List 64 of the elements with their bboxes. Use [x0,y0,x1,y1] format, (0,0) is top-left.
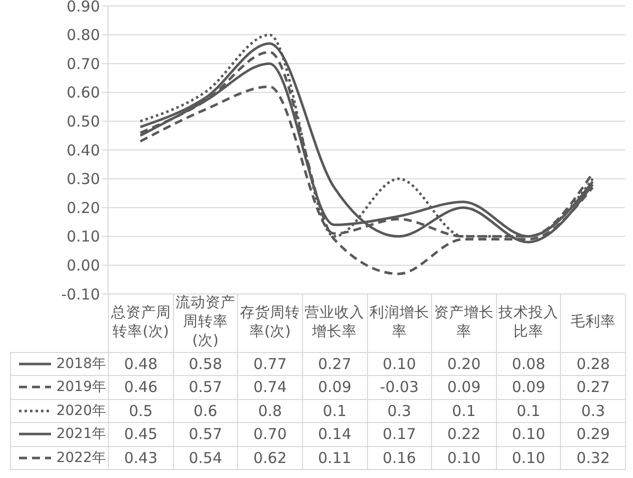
data-label: 0.28 [560,352,626,376]
data-label: 0.77 [238,352,302,376]
y-tick-label: 0.60 [66,84,100,102]
legend-label: 2020年 [56,402,106,419]
data-label: 0.32 [560,446,626,470]
data-label: 0.22 [432,422,496,446]
x-tick-label: 毛利率 [560,294,626,352]
data-label: 0.48 [108,352,174,376]
data-label: 0.17 [367,422,432,446]
data-label: 0.1 [432,399,496,422]
y-tick-label: 0.00 [66,256,100,275]
data-label: 0.1 [496,399,561,422]
data-label: 0.27 [560,376,626,399]
data-label: 0.70 [238,422,302,446]
x-tick-label: 流动资产周转率(次) [173,294,238,352]
y-tick-label: 0.70 [66,54,100,73]
y-tick-label: -0.10 [61,285,100,304]
data-label: 0.58 [173,352,238,376]
data-label: 0.20 [432,352,496,376]
data-label: 0.08 [496,352,561,376]
data-label: 0.09 [302,376,367,399]
x-tick-label: 营业收入增长率 [302,294,367,352]
data-label: 0.1 [302,399,367,422]
data-label: -0.03 [367,376,432,399]
y-tick-label: 0.50 [66,112,100,131]
data-label: 0.57 [173,422,238,446]
data-label: 0.29 [560,422,626,446]
y-tick-label: 0.90 [66,0,100,16]
data-label: 0.46 [108,376,174,399]
x-tick-label: 技术投入比率 [496,294,561,352]
y-tick-label: 0.10 [66,228,100,246]
data-label: 0.3 [560,399,626,422]
legend-label: 2022年 [56,450,106,466]
data-label: 0.5 [108,399,174,422]
data-label: 0.27 [302,352,367,376]
data-label: 0.10 [367,352,432,376]
data-label: 0.3 [367,399,432,422]
data-label: 0.45 [108,422,174,446]
y-tick-label: 0.80 [66,26,100,44]
data-label: 0.57 [173,376,238,399]
legend-label: 2021年 [56,426,106,442]
x-tick-label: 利润增长率 [367,294,432,352]
legend-label: 2019年 [56,379,106,396]
y-tick-label: 0.40 [66,141,100,160]
data-label: 0.09 [496,376,561,399]
data-label: 0.10 [496,422,561,446]
data-label: 0.10 [496,446,561,470]
x-tick-label: 总资产周转率(次) [108,294,174,352]
x-tick-label: 资产增长率 [432,294,496,352]
y-tick-label: 0.20 [66,198,100,217]
x-tick-label: 存货周转率(次) [238,294,302,352]
data-label: 0.14 [302,422,367,446]
data-label: 0.11 [302,446,367,470]
data-label: 0.6 [173,399,238,422]
data-label: 0.09 [432,376,496,399]
data-label: 0.16 [367,446,432,470]
data-label: 0.43 [108,446,174,470]
data-label: 0.8 [238,399,302,422]
data-label: 0.62 [238,446,302,470]
data-label: 0.54 [173,446,238,470]
legend-label: 2018年 [56,356,106,372]
y-tick-label: 0.30 [66,170,100,188]
data-label: 0.10 [432,446,496,470]
data-label: 0.74 [238,376,302,399]
